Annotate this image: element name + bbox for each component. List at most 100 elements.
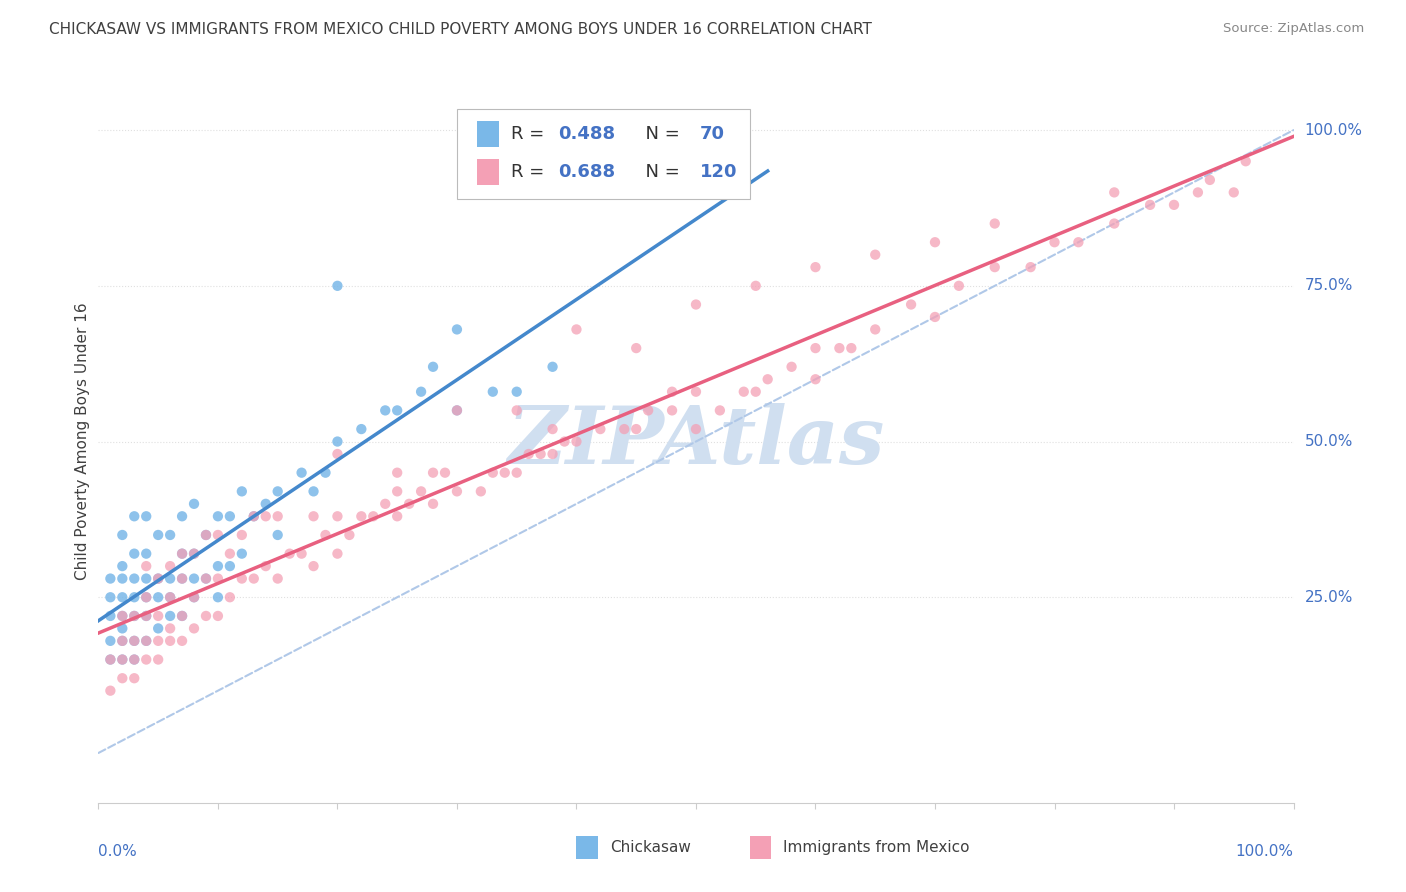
Point: [374, 403, 396, 417]
Point: [135, 591, 157, 605]
Point: [924, 235, 946, 250]
Point: [111, 652, 134, 666]
Point: [195, 528, 218, 542]
Point: [709, 403, 731, 417]
Point: [1067, 235, 1090, 250]
Point: [924, 310, 946, 324]
Point: [243, 509, 266, 524]
Point: [481, 466, 505, 480]
Point: [135, 652, 157, 666]
Point: [841, 341, 863, 355]
Point: [446, 322, 468, 336]
Point: [98, 591, 122, 605]
Point: [302, 509, 325, 524]
Point: [326, 547, 349, 561]
Point: [148, 572, 170, 586]
Point: [111, 528, 134, 542]
Point: [1139, 198, 1161, 212]
Point: [195, 572, 218, 586]
Point: [124, 633, 146, 648]
Point: [159, 528, 181, 542]
Point: [804, 260, 827, 274]
Point: [780, 359, 803, 374]
Point: [207, 509, 229, 524]
Point: [207, 609, 229, 624]
Bar: [749, 836, 772, 859]
Bar: [576, 836, 598, 859]
Text: 100.0%: 100.0%: [1236, 845, 1294, 860]
Point: [326, 278, 349, 293]
Point: [267, 509, 290, 524]
Text: Immigrants from Mexico: Immigrants from Mexico: [783, 840, 970, 855]
Point: [148, 609, 170, 624]
Point: [291, 466, 314, 480]
Point: [111, 591, 134, 605]
Text: N =: N =: [634, 163, 685, 181]
Point: [124, 633, 146, 648]
Point: [565, 434, 588, 449]
Point: [183, 547, 205, 561]
Point: [195, 609, 218, 624]
Point: [613, 422, 636, 436]
Point: [148, 652, 170, 666]
Point: [124, 509, 146, 524]
Point: [148, 572, 170, 586]
Point: [541, 359, 564, 374]
Point: [422, 497, 444, 511]
Point: [626, 422, 648, 436]
Point: [183, 591, 205, 605]
Text: 70: 70: [700, 126, 724, 144]
Point: [254, 509, 277, 524]
Point: [135, 509, 157, 524]
Text: 0.688: 0.688: [558, 163, 616, 181]
Point: [135, 609, 157, 624]
Point: [231, 547, 253, 561]
Point: [183, 621, 205, 635]
Point: [219, 509, 242, 524]
Point: [470, 484, 492, 499]
Point: [315, 466, 337, 480]
Point: [900, 297, 922, 311]
Point: [1104, 186, 1126, 200]
Text: 25.0%: 25.0%: [1305, 590, 1353, 605]
Point: [207, 528, 229, 542]
Point: [661, 384, 683, 399]
Point: [554, 434, 576, 449]
Point: [637, 403, 659, 417]
Point: [948, 278, 970, 293]
Point: [148, 621, 170, 635]
Point: [207, 572, 229, 586]
Point: [363, 509, 385, 524]
Point: [243, 509, 266, 524]
Point: [267, 484, 290, 499]
Point: [494, 466, 516, 480]
Point: [148, 528, 170, 542]
Point: [231, 528, 253, 542]
Point: [302, 484, 325, 499]
Point: [326, 447, 349, 461]
Point: [326, 509, 349, 524]
Point: [124, 572, 146, 586]
Point: [434, 466, 457, 480]
Point: [124, 591, 146, 605]
Text: R =: R =: [510, 126, 550, 144]
Text: 120: 120: [700, 163, 737, 181]
Point: [135, 591, 157, 605]
Point: [506, 403, 529, 417]
Text: 0.488: 0.488: [558, 126, 616, 144]
Point: [172, 509, 194, 524]
Point: [111, 652, 134, 666]
Point: [267, 528, 290, 542]
Point: [98, 633, 122, 648]
Point: [350, 509, 373, 524]
Point: [865, 248, 887, 262]
Point: [302, 559, 325, 574]
Text: CHICKASAW VS IMMIGRANTS FROM MEXICO CHILD POVERTY AMONG BOYS UNDER 16 CORRELATIO: CHICKASAW VS IMMIGRANTS FROM MEXICO CHIL…: [49, 22, 872, 37]
Point: [254, 497, 277, 511]
Point: [1104, 217, 1126, 231]
Point: [111, 621, 134, 635]
Point: [422, 466, 444, 480]
Text: N =: N =: [634, 126, 685, 144]
Text: 50.0%: 50.0%: [1305, 434, 1353, 449]
Point: [267, 572, 290, 586]
